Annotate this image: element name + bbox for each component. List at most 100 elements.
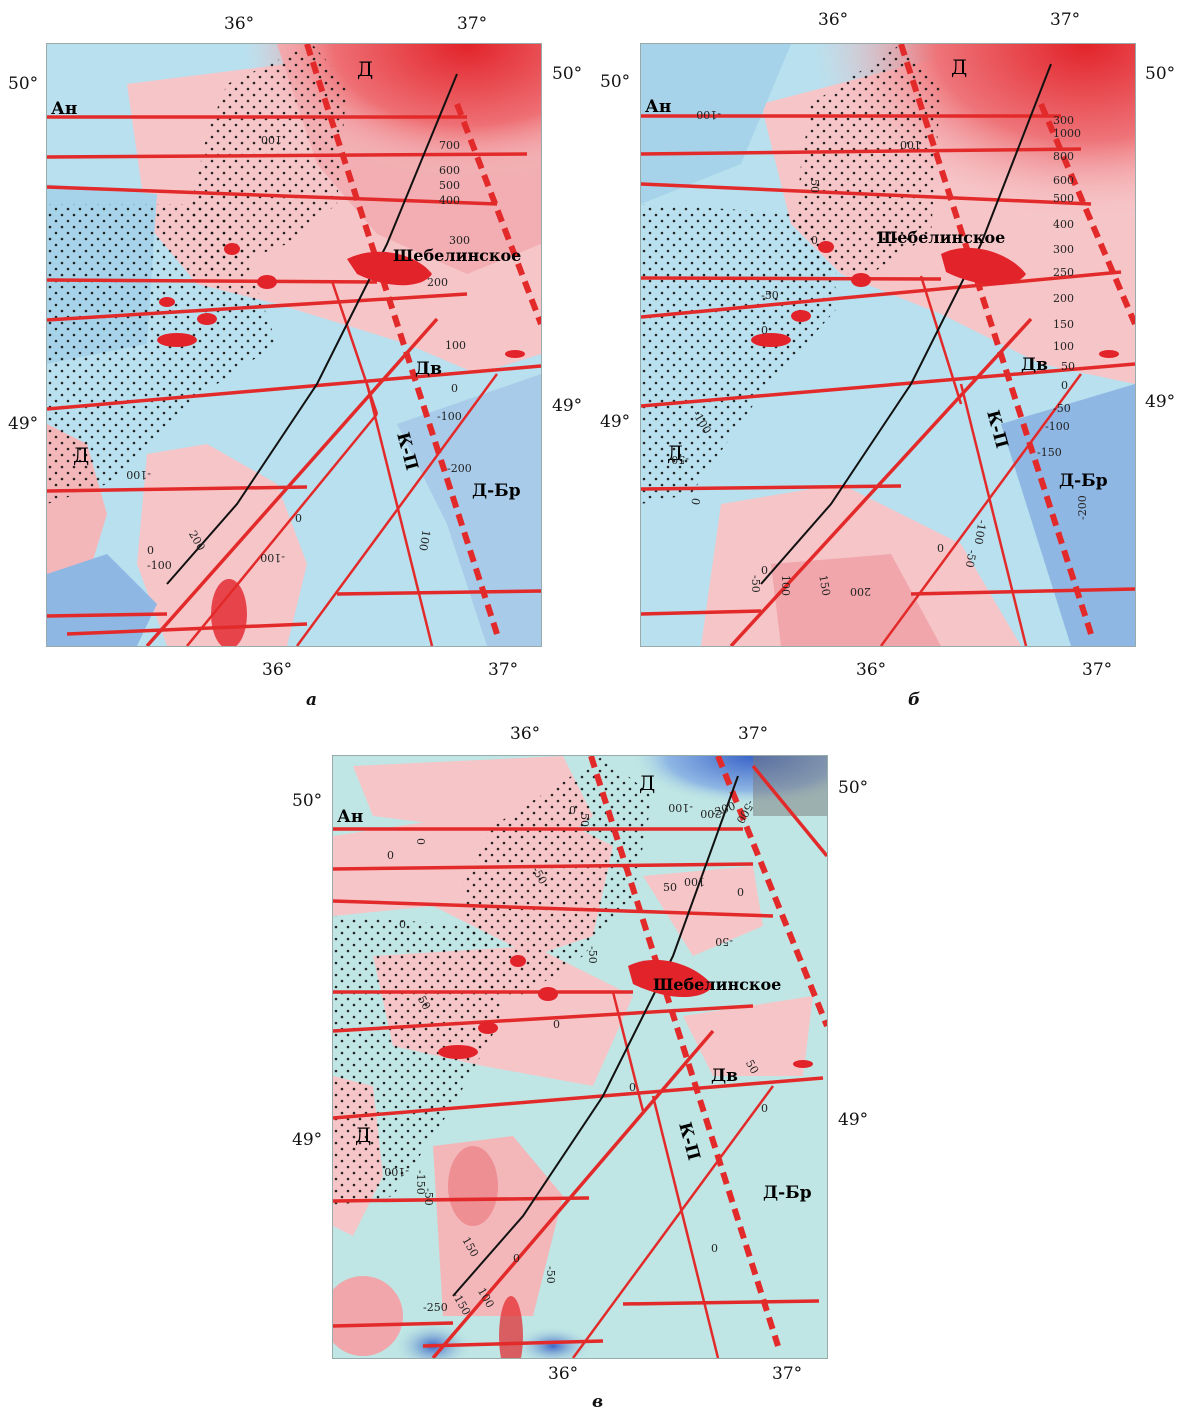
left-lat-50-b: 50° — [600, 72, 631, 92]
svg-text:0: 0 — [399, 918, 406, 931]
bottom-lon-36-a: 36° — [262, 660, 293, 680]
svg-text:200: 200 — [850, 585, 871, 598]
left-lat-50-a: 50° — [8, 74, 39, 94]
svg-text:-100: -100 — [696, 108, 721, 121]
region-d-top: Д — [951, 55, 967, 79]
bottom-lon-37-b: 37° — [1082, 660, 1113, 680]
map-svg-v: Ан Д Д Дв К-П Д-Бр Шебелинское 0 0 0 0 5… — [333, 756, 827, 1358]
left-lat-49-v: 49° — [292, 1130, 323, 1150]
svg-text:0: 0 — [689, 497, 703, 506]
region-dbr: Д-Бр — [763, 1183, 812, 1203]
svg-text:100: 100 — [261, 133, 282, 146]
svg-text:-50: -50 — [422, 1188, 435, 1206]
map-panel-b: Ан Д Д Дв К-П Д-Бр Шебелинское -100 100 … — [640, 43, 1136, 647]
svg-text:50: 50 — [415, 994, 433, 1013]
svg-text:100: 100 — [900, 138, 921, 151]
shebelinskoe-field-shape — [347, 251, 432, 286]
svg-text:-150: -150 — [1037, 446, 1062, 459]
svg-text:1000: 1000 — [1053, 127, 1081, 140]
svg-text:600: 600 — [439, 164, 460, 177]
svg-text:-250: -250 — [423, 1301, 448, 1314]
top-lon-36-b: 36° — [818, 10, 849, 30]
svg-text:800: 800 — [1053, 150, 1074, 163]
svg-text:0: 0 — [629, 1081, 636, 1094]
left-lat-49-b: 49° — [600, 412, 631, 432]
svg-text:50: 50 — [663, 881, 677, 894]
field-label: Шебелинское — [877, 228, 1005, 247]
right-lat-50-v: 50° — [838, 778, 869, 798]
svg-text:0: 0 — [761, 324, 768, 337]
right-lat-50-a: 50° — [552, 64, 583, 84]
svg-text:0: 0 — [811, 234, 818, 247]
region-d-top: Д — [639, 771, 655, 795]
svg-text:-100: -100 — [668, 801, 693, 814]
svg-text:-200: -200 — [1076, 495, 1089, 520]
svg-text:0: 0 — [761, 564, 768, 577]
region-an: Ан — [337, 807, 363, 827]
svg-text:0: 0 — [295, 512, 302, 525]
svg-text:0: 0 — [711, 1242, 718, 1255]
svg-text:150: 150 — [816, 574, 832, 597]
svg-text:0: 0 — [513, 1252, 520, 1265]
top-lon-37-b: 37° — [1050, 10, 1081, 30]
region-dbr: Д-Бр — [1059, 471, 1108, 491]
left-lat-50-v: 50° — [292, 791, 323, 811]
svg-text:100: 100 — [1053, 340, 1074, 353]
map-panel-a: Ан Д Д Дв К-П Д-Бр Шебелинское 100 700 6… — [46, 43, 542, 647]
svg-text:50: 50 — [743, 1058, 761, 1077]
panel-label-a: а — [306, 690, 318, 710]
svg-text:600: 600 — [1053, 174, 1074, 187]
map-svg-a: Ан Д Д Дв К-П Д-Бр Шебелинское 100 700 6… — [47, 44, 541, 646]
svg-text:0: 0 — [1061, 379, 1068, 392]
svg-text:0: 0 — [147, 544, 154, 557]
svg-text:-50: -50 — [715, 935, 733, 948]
svg-text:400: 400 — [439, 194, 460, 207]
bottom-lon-36-b: 36° — [856, 660, 887, 680]
svg-text:-100: -100 — [437, 410, 462, 423]
bottom-lon-37-v: 37° — [772, 1364, 803, 1384]
field-label: Шебелинское — [653, 975, 781, 994]
svg-text:200: 200 — [1053, 292, 1074, 305]
svg-text:100: 100 — [779, 575, 792, 596]
svg-text:50: 50 — [578, 813, 591, 827]
svg-text:700: 700 — [439, 139, 460, 152]
svg-text:50: 50 — [1061, 360, 1075, 373]
map-svg-b: Ан Д Д Дв К-П Д-Бр Шебелинское -100 100 … — [641, 44, 1135, 646]
svg-text:-50: -50 — [586, 946, 599, 964]
svg-text:0: 0 — [387, 849, 394, 862]
region-d-top: Д — [357, 57, 373, 81]
svg-text:0: 0 — [553, 1018, 560, 1031]
right-lat-49-a: 49° — [552, 396, 583, 416]
contour-labels: 100 700 600 500 400 300 200 100 0 -100 -… — [126, 133, 471, 572]
top-lon-36-v: 36° — [510, 724, 541, 744]
svg-text:500: 500 — [1053, 192, 1074, 205]
svg-text:-50: -50 — [1053, 402, 1071, 415]
svg-text:-50: -50 — [671, 453, 689, 466]
top-lon-37-v: 37° — [738, 724, 769, 744]
svg-text:-150: -150 — [414, 1170, 427, 1195]
svg-text:0: 0 — [414, 838, 427, 845]
top-lon-37-a: 37° — [457, 14, 488, 34]
bottom-lon-37-a: 37° — [488, 660, 519, 680]
left-lat-49-a: 49° — [8, 414, 39, 434]
svg-text:0: 0 — [451, 382, 458, 395]
region-an: Ан — [51, 99, 77, 119]
dashed-fault — [304, 44, 500, 635]
svg-text:300: 300 — [1053, 243, 1074, 256]
svg-text:-200: -200 — [447, 462, 472, 475]
region-d-left: Д — [73, 443, 89, 467]
fault-lines — [47, 115, 541, 646]
svg-text:-50: -50 — [761, 289, 779, 302]
region-dv: Дв — [711, 1066, 738, 1086]
svg-text:200: 200 — [427, 276, 448, 289]
region-d-left: Д — [667, 441, 683, 465]
map-panel-v: Ан Д Д Дв К-П Д-Бр Шебелинское 0 0 0 0 5… — [332, 755, 828, 1359]
region-dv: Дв — [415, 359, 442, 379]
bottom-lon-36-v: 36° — [548, 1364, 579, 1384]
panel-label-v: в — [592, 1392, 604, 1412]
svg-text:-100: -100 — [147, 559, 172, 572]
svg-text:-200: -200 — [700, 807, 725, 820]
svg-text:0: 0 — [737, 886, 744, 899]
region-dv: Дв — [1021, 355, 1048, 375]
svg-text:-100: -100 — [260, 551, 285, 564]
